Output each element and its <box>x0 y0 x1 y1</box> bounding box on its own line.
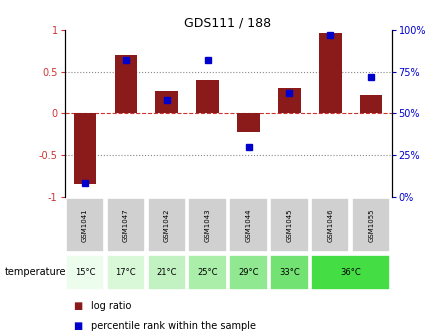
Text: 17°C: 17°C <box>116 268 136 277</box>
Bar <box>188 255 227 290</box>
Bar <box>188 198 227 252</box>
Text: ■: ■ <box>73 321 83 331</box>
Text: 25°C: 25°C <box>198 268 218 277</box>
Text: GSM1042: GSM1042 <box>164 208 170 242</box>
Bar <box>278 88 301 114</box>
Bar <box>155 91 178 114</box>
Bar <box>74 114 96 184</box>
Text: ■: ■ <box>73 301 83 311</box>
Bar <box>115 55 137 114</box>
Bar <box>270 198 308 252</box>
Text: 15°C: 15°C <box>75 268 95 277</box>
Text: 29°C: 29°C <box>238 268 259 277</box>
Bar <box>319 33 341 114</box>
Text: percentile rank within the sample: percentile rank within the sample <box>91 321 256 331</box>
Text: 33°C: 33°C <box>279 268 300 277</box>
Text: 21°C: 21°C <box>157 268 177 277</box>
Bar <box>107 198 145 252</box>
Text: temperature: temperature <box>4 267 66 277</box>
Bar <box>229 198 268 252</box>
Bar <box>311 255 390 290</box>
Bar <box>148 255 186 290</box>
Title: GDS111 / 188: GDS111 / 188 <box>185 16 271 29</box>
Bar <box>196 80 219 114</box>
Text: GSM1043: GSM1043 <box>205 208 210 242</box>
Bar <box>148 198 186 252</box>
Bar <box>360 95 382 114</box>
Bar <box>66 198 104 252</box>
Text: GSM1047: GSM1047 <box>123 208 129 242</box>
Text: GSM1045: GSM1045 <box>287 208 292 242</box>
Bar <box>311 198 349 252</box>
Bar <box>270 255 308 290</box>
Bar <box>107 255 145 290</box>
Bar <box>237 114 260 132</box>
Bar <box>229 255 268 290</box>
Text: log ratio: log ratio <box>91 301 132 311</box>
Text: 36°C: 36°C <box>340 268 361 277</box>
Text: GSM1055: GSM1055 <box>368 208 374 242</box>
Text: GSM1046: GSM1046 <box>327 208 333 242</box>
Text: GSM1044: GSM1044 <box>246 208 251 242</box>
Text: GSM1041: GSM1041 <box>82 208 88 242</box>
Bar <box>352 198 390 252</box>
Bar <box>66 255 104 290</box>
